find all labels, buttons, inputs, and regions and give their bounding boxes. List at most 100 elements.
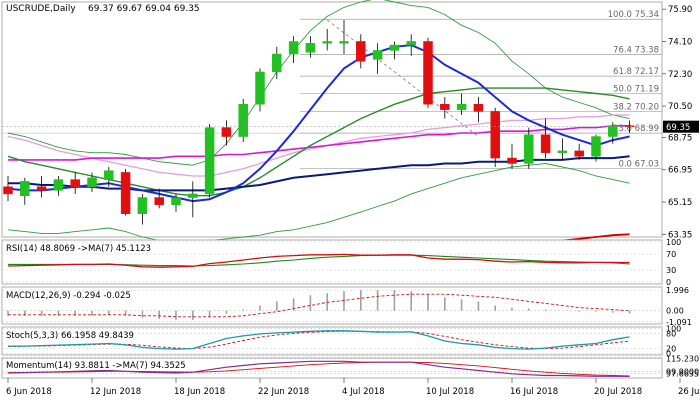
candle	[70, 172, 80, 194]
momentum-label: Momentum(14) 93.8811 ->MA(7) 94.3525	[6, 361, 186, 371]
candle	[322, 28, 332, 51]
candle	[372, 43, 383, 74]
candle-body	[154, 197, 164, 205]
candle-body	[507, 157, 517, 164]
x-axis-tick-label: 26 Jul 2018	[678, 387, 700, 397]
candle	[356, 34, 366, 69]
y-axis-tick-label: 65.15	[668, 198, 692, 208]
stoch-level-label: 0	[666, 350, 671, 359]
stoch-level-label: 100	[666, 324, 681, 333]
candle-body	[20, 181, 30, 196]
macd-panel-frame	[1, 286, 663, 325]
candle	[389, 41, 400, 60]
candle	[423, 37, 433, 108]
stoch-level-label: 80	[666, 329, 676, 338]
fib-level-label: 38.2 70.20	[613, 102, 659, 112]
y-axis-tick-label: 75.90	[668, 5, 692, 15]
x-axis-tick-label: 20 Jul 2018	[594, 387, 642, 397]
macd-level-label: 1.996	[666, 286, 689, 295]
candle-body	[524, 134, 534, 164]
x-axis-tick-label: 6 Jun 2018	[6, 387, 52, 397]
candle-body	[574, 150, 584, 157]
fib-level-label: 61.8 72.17	[613, 67, 659, 77]
stoch-d-line	[7, 330, 630, 350]
candle	[120, 168, 131, 216]
fib-level-label: 76.4 73.38	[613, 45, 659, 55]
candle	[53, 176, 64, 196]
candle	[20, 177, 30, 205]
main-price-layer: 100.0 75.34 76.4 73.38 61.8 72.17 50.0 71.1…	[1, 0, 663, 245]
candle	[3, 176, 13, 202]
candle	[608, 122, 618, 144]
candle-body	[456, 104, 467, 110]
candle	[154, 188, 164, 209]
momentum-level-label: 99.9000	[666, 367, 699, 376]
candle	[574, 143, 584, 160]
macd-label: MACD(12,26,9) -0.294 -0.025	[6, 291, 131, 301]
fib-level-label: 23.6 68.99	[613, 124, 659, 134]
y-axis-tick-label: 72.30	[668, 70, 692, 80]
ma-blue-line	[7, 44, 630, 203]
candle	[204, 123, 215, 198]
momentum-level-label: 97.6635	[666, 369, 699, 378]
candle	[305, 36, 316, 58]
y-axis-tick-label: 70.50	[668, 102, 692, 112]
candle	[557, 138, 568, 160]
candle-body	[339, 41, 349, 44]
candle-body	[238, 104, 248, 137]
candle-body	[540, 134, 551, 153]
candle-body	[204, 127, 215, 195]
candle	[591, 134, 601, 162]
axis-layer: 75.90 74.10 72.30 70.50 68.75 66.95 65.15 63.35…	[6, 5, 700, 397]
stoch-label: Stoch(5,3,3) 66.1958 49.8439	[6, 331, 134, 341]
candle	[540, 118, 551, 159]
ma-magenta-line	[8, 125, 630, 161]
candle-body	[3, 186, 13, 195]
candle-body	[372, 50, 383, 60]
candle	[104, 167, 114, 187]
candle	[36, 176, 47, 198]
candle-body	[137, 197, 148, 214]
candle-body	[104, 170, 114, 180]
rsi-line	[7, 253, 630, 268]
candle	[490, 107, 500, 168]
x-axis-tick-label: 18 Jun 2018	[174, 387, 225, 397]
momentum-level-label: 115.2307	[666, 355, 700, 364]
candle-body	[624, 125, 635, 128]
candle-body	[473, 104, 484, 112]
chart-symbol-header: USCRUDE,Daily	[6, 4, 76, 14]
candle-body	[188, 193, 198, 198]
x-axis-tick-label: 22 Jun 2018	[258, 387, 309, 397]
candle-body	[36, 186, 47, 191]
y-axis-tick-label: 68.75	[668, 133, 692, 143]
stoch-k-line	[8, 330, 630, 350]
candle-body	[557, 150, 568, 153]
x-axis-tick-label: 12 Jun 2018	[90, 387, 141, 397]
candle-body	[591, 136, 601, 157]
candle	[473, 97, 484, 123]
indicator-layer: 100 70 30 0 RSI(14) 48.8069 ->MA(7) 45.1123 1…	[1, 238, 700, 379]
candle-body	[406, 41, 416, 46]
bollinger-lower-band	[7, 163, 630, 245]
rsi-level-label: 30	[666, 266, 676, 275]
candle-body	[288, 41, 299, 55]
ma-pink-line	[7, 114, 630, 177]
candle-body	[305, 43, 316, 53]
rsi-label: RSI(14) 48.8069 ->MA(7) 45.1123	[6, 244, 151, 254]
candle	[624, 120, 635, 133]
fib-level-label: 0.0 67.03	[618, 159, 659, 169]
x-axis-tick-label: 16 Jul 2018	[510, 387, 558, 397]
candle-body	[221, 127, 232, 137]
candle-body	[120, 172, 131, 214]
current-price-badge	[663, 120, 699, 133]
macd-signal-line	[8, 293, 630, 318]
x-axis-tick-label: 4 Jul 2018	[342, 387, 385, 397]
candle-body	[255, 71, 265, 105]
momentum-line	[7, 360, 630, 377]
ma-green-line	[7, 87, 630, 197]
main-panel-frame	[1, 1, 663, 238]
candle	[339, 19, 349, 55]
candle	[507, 143, 517, 169]
